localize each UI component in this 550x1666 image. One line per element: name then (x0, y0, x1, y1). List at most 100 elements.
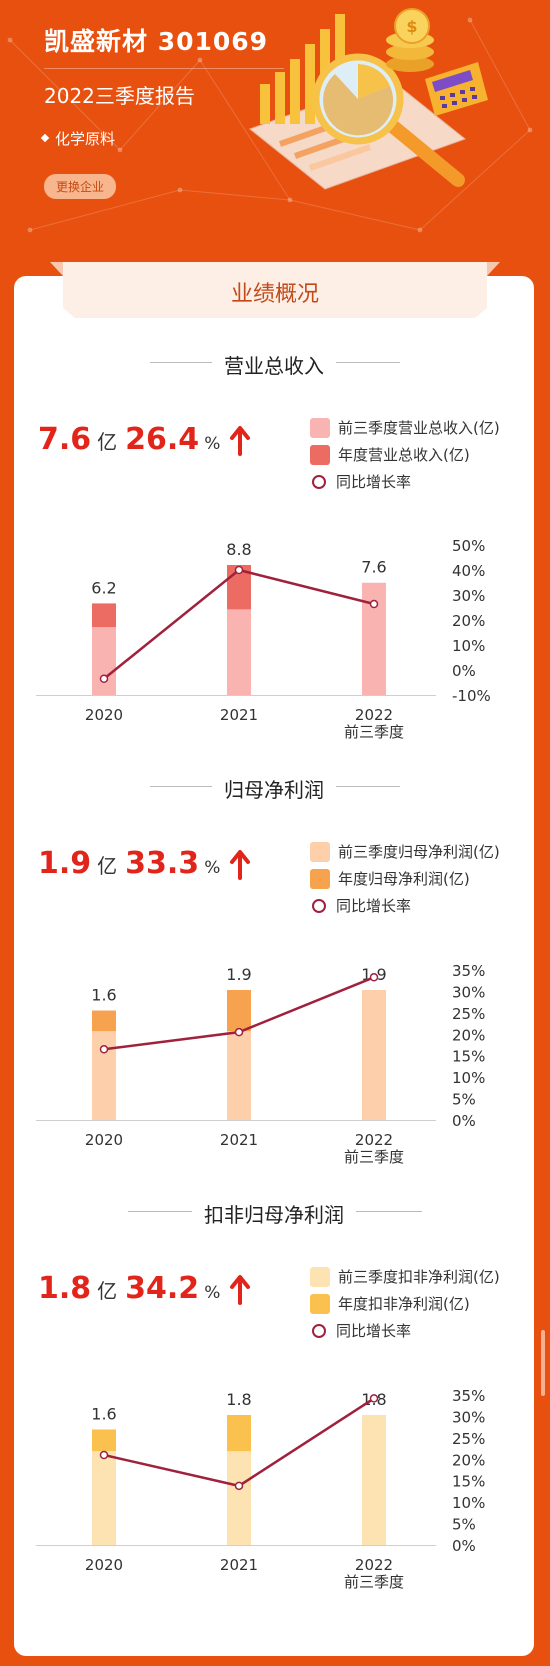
kpi-growth: 33.3 (125, 846, 200, 881)
legend-label: 年度扣非净利润(亿) (338, 1295, 470, 1313)
growth-rate-point (369, 1394, 379, 1403)
legend-circle-icon (312, 898, 326, 913)
kpi-growth-unit: % (204, 1283, 221, 1303)
x-tick-label: 前三季度 (344, 1148, 404, 1166)
bar-q3-cumulative (92, 1031, 116, 1120)
bar-value-label: 1.9 (226, 965, 251, 984)
report-illustration: $ (248, 8, 488, 190)
y-right-tick-label: -10% (452, 687, 491, 705)
kpi-growth-unit: % (204, 434, 221, 454)
legend-item: 年度归母净利润(亿) (310, 865, 500, 892)
calculator-icon (425, 62, 488, 116)
section-title-net-profit: 归母净利润 (14, 774, 534, 803)
y-right-tick-label: 25% (452, 1005, 485, 1023)
y-right-tick-label: 30% (452, 983, 485, 1001)
legend-circle-icon (312, 1323, 326, 1338)
growth-rate-point (369, 599, 379, 609)
up-arrow-icon (230, 1275, 251, 1305)
bar-q3-cumulative (362, 582, 386, 695)
y-right-tick-label: 10% (452, 1494, 485, 1512)
legend-item: 年度营业总收入(亿) (310, 441, 500, 468)
y-right-tick-label: 50% (452, 537, 485, 555)
x-tick-label: 前三季度 (344, 1573, 404, 1591)
y-right-tick-label: 40% (452, 562, 485, 580)
legend-swatch (310, 841, 330, 862)
kpi-value: 7.6 (38, 422, 92, 457)
y-right-tick-label: 20% (452, 612, 485, 630)
growth-rate-point (369, 973, 379, 982)
section-title-deducted-profit: 扣非归母净利润 (14, 1199, 534, 1228)
kpi-growth-unit: % (204, 858, 221, 878)
bar-q3-cumulative (362, 1415, 386, 1545)
legend-revenue: 前三季度营业总收入(亿) 年度营业总收入(亿) 同比增长率 (310, 414, 500, 495)
svg-text:$: $ (406, 17, 417, 36)
bar-value-label: 1.6 (91, 1404, 116, 1423)
bar-q3-cumulative (92, 627, 116, 695)
bar-q3-cumulative (92, 1451, 116, 1545)
bar-value-label: 7.6 (361, 558, 386, 577)
y-right-tick-label: 35% (452, 1387, 485, 1405)
y-right-tick-label: 15% (452, 1048, 485, 1066)
x-tick-label: 2022 (355, 1131, 393, 1149)
legend-item: 同比增长率 (310, 892, 500, 919)
growth-rate-point (99, 674, 109, 683)
bar-q3-cumulative (362, 990, 386, 1120)
section-title-text: 扣非归母净利润 (192, 1199, 356, 1228)
legend-item: 同比增长率 (310, 1317, 500, 1344)
section-title-revenue: 营业总收入 (14, 350, 534, 379)
section-banner-ribbon (50, 262, 500, 318)
kpi-unit: 亿 (97, 430, 118, 454)
switch-company-button[interactable]: 更换企业 (44, 174, 117, 199)
legend-swatch (310, 1293, 330, 1314)
legend-label: 同比增长率 (336, 897, 412, 915)
section-title-text: 营业总收入 (212, 350, 336, 379)
bar-value-label: 8.8 (226, 540, 251, 559)
growth-rate-point (234, 565, 244, 575)
growth-rate-point (234, 1481, 244, 1491)
performance-card (14, 276, 534, 1656)
revenue-chart: 50% 40% 30% 20% 10% 0% -10% 6.2 2020 8.8 2021 7.6 20… (36, 537, 491, 741)
x-tick-label: 前三季度 (344, 723, 404, 741)
x-tick-label: 2022 (355, 706, 393, 724)
kpi-unit: 亿 (97, 1279, 118, 1303)
kpi-growth: 34.2 (125, 1271, 200, 1306)
page-scrollbar[interactable] (541, 1330, 545, 1396)
legend-item: 前三季度扣非净利润(亿) (310, 1263, 500, 1290)
legend-swatch (310, 1266, 330, 1287)
legend-label: 前三季度扣非净利润(亿) (338, 1268, 500, 1286)
kpi-deducted-profit: 1.8 亿 34.2% (38, 1271, 251, 1306)
legend-label: 年度营业总收入(亿) (338, 446, 470, 464)
deducted-profit-chart: 35%30%25%20%15%10%5%0%1.620201.820211.82… (36, 1387, 485, 1591)
kpi-revenue: 7.6 亿 26.4% (38, 422, 251, 457)
x-tick-label: 2021 (220, 706, 258, 724)
background-network-pattern (7, 17, 533, 233)
header-divider (44, 68, 284, 69)
legend-label: 前三季度营业总收入(亿) (338, 419, 500, 437)
report-subtitle: 2022三季度报告 (44, 84, 195, 108)
kpi-unit: 亿 (97, 854, 118, 878)
bar-value-label: 6.2 (91, 578, 116, 597)
legend-swatch (310, 868, 330, 889)
x-tick-label: 2020 (85, 706, 123, 724)
legend-label: 同比增长率 (336, 473, 412, 491)
legend-label: 前三季度归母净利润(亿) (338, 843, 500, 861)
y-right-tick-label: 20% (452, 1451, 485, 1469)
legend-label: 同比增长率 (336, 1322, 412, 1340)
bar-q3-cumulative (227, 1451, 251, 1545)
y-right-tick-label: 10% (452, 637, 485, 655)
legend-swatch (310, 444, 330, 465)
bar-value-label: 1.8 (226, 1390, 251, 1409)
x-tick-label: 2021 (220, 1131, 258, 1149)
y-right-tick-label: 30% (452, 1408, 485, 1426)
y-right-tick-label: 5% (452, 1516, 476, 1534)
coin-stack-icon: $ (386, 8, 434, 72)
y-right-tick-label: 30% (452, 587, 485, 605)
industry-tag: 化学原料 (40, 128, 116, 149)
growth-rate-point (99, 1045, 109, 1054)
legend-circle-icon (312, 474, 326, 489)
net-profit-chart: 35%30%25%20%15%10%5%0%1.620201.920211.92… (36, 962, 485, 1166)
y-right-tick-label: 15% (452, 1473, 485, 1491)
industry-label: 化学原料 (55, 130, 116, 148)
y-right-tick-label: 0% (452, 662, 476, 680)
kpi-value: 1.8 (38, 1271, 92, 1306)
